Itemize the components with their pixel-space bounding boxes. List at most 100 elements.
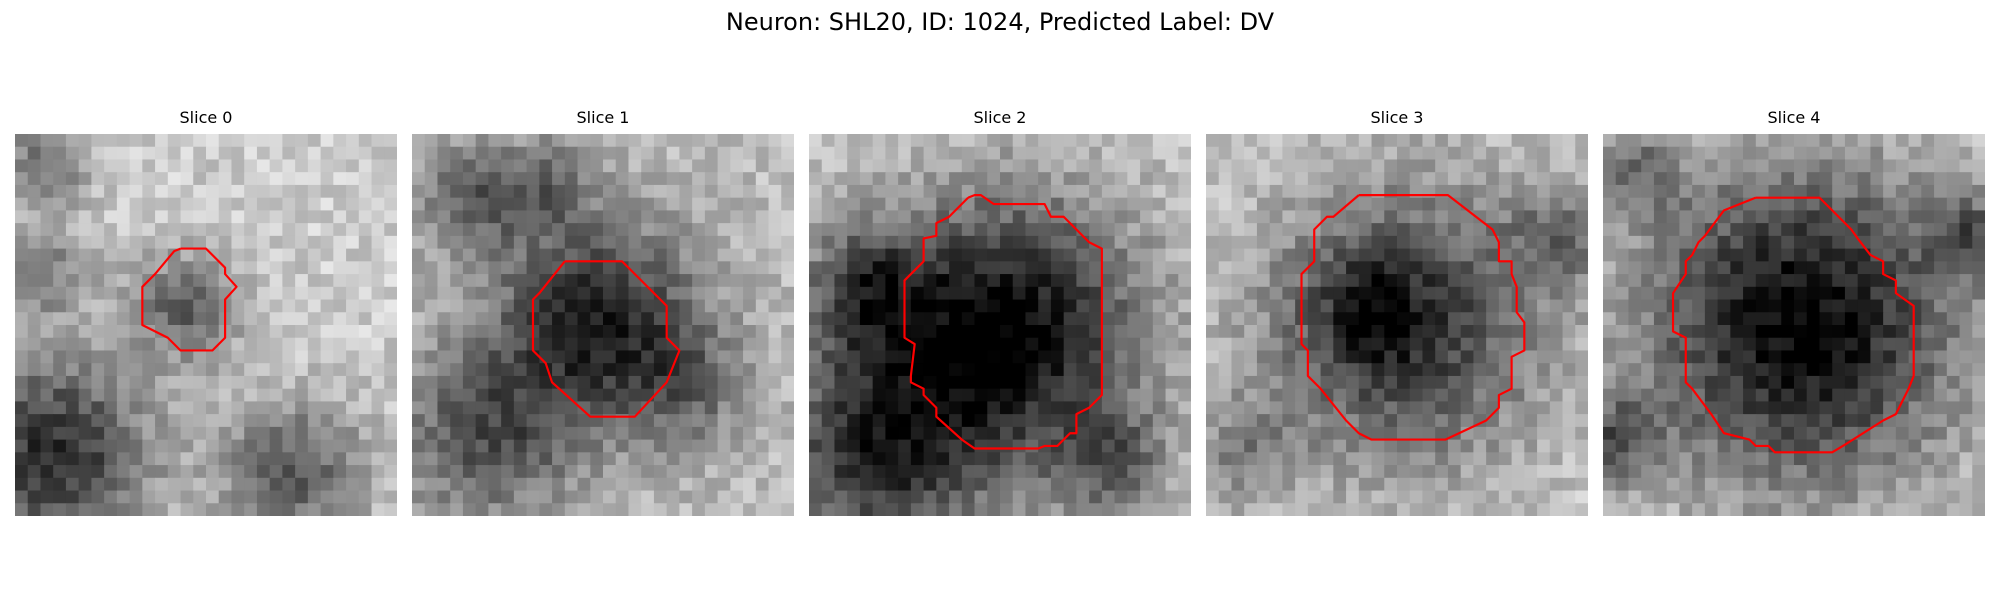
image-pixel — [1282, 312, 1296, 326]
image-pixel — [269, 299, 283, 313]
image-pixel — [1562, 312, 1576, 326]
image-pixel — [513, 261, 528, 275]
image-pixel — [949, 261, 963, 275]
image-pixel — [1269, 363, 1283, 377]
image-pixel — [628, 388, 642, 402]
image-pixel — [1524, 223, 1538, 237]
image-pixel — [78, 184, 92, 199]
image-pixel — [1768, 452, 1782, 466]
image-pixel — [78, 299, 92, 313]
image-pixel — [1730, 490, 1744, 504]
image-pixel — [526, 401, 540, 415]
image-pixel — [1140, 337, 1154, 351]
image-pixel — [1409, 146, 1423, 160]
image-pixel — [679, 312, 693, 326]
image-pixel — [768, 184, 782, 199]
image-pixel — [1549, 375, 1564, 390]
image-pixel — [1435, 503, 1449, 516]
image-pixel — [653, 286, 668, 301]
image-pixel — [1231, 248, 1245, 262]
image-pixel — [1063, 503, 1077, 516]
image-pixel — [371, 439, 385, 453]
image-pixel — [1870, 299, 1884, 313]
image-pixel — [1101, 134, 1116, 148]
image-pixel — [692, 490, 706, 504]
image-pixel — [1730, 261, 1744, 275]
image-pixel — [488, 490, 502, 504]
image-pixel — [1307, 325, 1322, 339]
image-pixel — [1218, 439, 1232, 453]
image-pixel — [1870, 375, 1884, 390]
image-pixel — [1511, 465, 1525, 479]
image-pixel — [1486, 465, 1500, 479]
image-pixel — [1549, 503, 1564, 516]
image-pixel — [1000, 134, 1014, 148]
image-pixel — [1794, 363, 1808, 377]
image-pixel — [1679, 388, 1693, 402]
image-pixel — [628, 134, 642, 148]
image-pixel — [513, 337, 528, 351]
image-pixel — [704, 299, 719, 313]
image-pixel — [923, 286, 937, 301]
image-pixel — [1628, 299, 1642, 313]
image-pixel — [1435, 401, 1449, 415]
image-pixel — [475, 375, 489, 390]
image-pixel — [1959, 439, 1973, 453]
image-pixel — [15, 299, 29, 313]
image-pixel — [424, 465, 438, 479]
image-pixel — [1946, 261, 1961, 275]
image-pixel — [666, 159, 680, 173]
image-pixel — [1819, 465, 1833, 479]
image-pixel — [1218, 235, 1232, 250]
image-pixel — [1959, 210, 1973, 224]
image-pixel — [628, 452, 642, 466]
image-pixel — [1832, 172, 1846, 186]
image-pixel — [781, 261, 794, 275]
image-pixel — [898, 503, 912, 516]
image-pixel — [218, 375, 232, 390]
image-pixel — [513, 210, 528, 224]
image-pixel — [1320, 452, 1334, 466]
image-pixel — [1076, 388, 1090, 402]
image-pixel — [346, 439, 360, 453]
image-pixel — [603, 477, 617, 492]
image-pixel — [1269, 375, 1283, 390]
image-pixel — [755, 286, 770, 301]
image-pixel — [358, 414, 373, 428]
image-pixel — [1498, 210, 1513, 224]
image-pixel — [1346, 299, 1360, 313]
image-pixel — [1422, 375, 1436, 390]
image-pixel — [1537, 426, 1551, 441]
image-pixel — [1127, 465, 1141, 479]
image-pixel — [1794, 337, 1808, 351]
image-pixel — [129, 146, 143, 160]
image-pixel — [743, 134, 757, 148]
image-pixel — [1819, 286, 1833, 301]
image-pixel — [1883, 159, 1897, 173]
image-pixel — [564, 261, 579, 275]
image-pixel — [1603, 261, 1617, 275]
image-pixel — [1025, 439, 1039, 453]
image-pixel — [859, 401, 874, 415]
image-pixel — [936, 375, 950, 390]
image-pixel — [1000, 465, 1014, 479]
image-pixel — [91, 146, 105, 160]
image-pixel — [1282, 299, 1296, 313]
image-pixel — [1717, 414, 1731, 428]
image-pixel — [1063, 134, 1077, 148]
segmentation-contour — [531, 260, 681, 418]
image-pixel — [1666, 172, 1680, 186]
image-pixel — [142, 363, 156, 377]
image-pixel — [1025, 452, 1039, 466]
image-pixel — [1460, 337, 1474, 351]
image-pixel — [475, 414, 489, 428]
image-pixel — [27, 146, 41, 160]
image-pixel — [1511, 223, 1525, 237]
image-pixel — [1384, 452, 1398, 466]
image-pixel — [231, 248, 245, 262]
image-pixel — [1743, 503, 1757, 516]
image-pixel — [1063, 388, 1077, 402]
image-pixel — [1320, 312, 1334, 326]
image-pixel — [1178, 452, 1191, 466]
image-pixel — [1447, 337, 1462, 351]
